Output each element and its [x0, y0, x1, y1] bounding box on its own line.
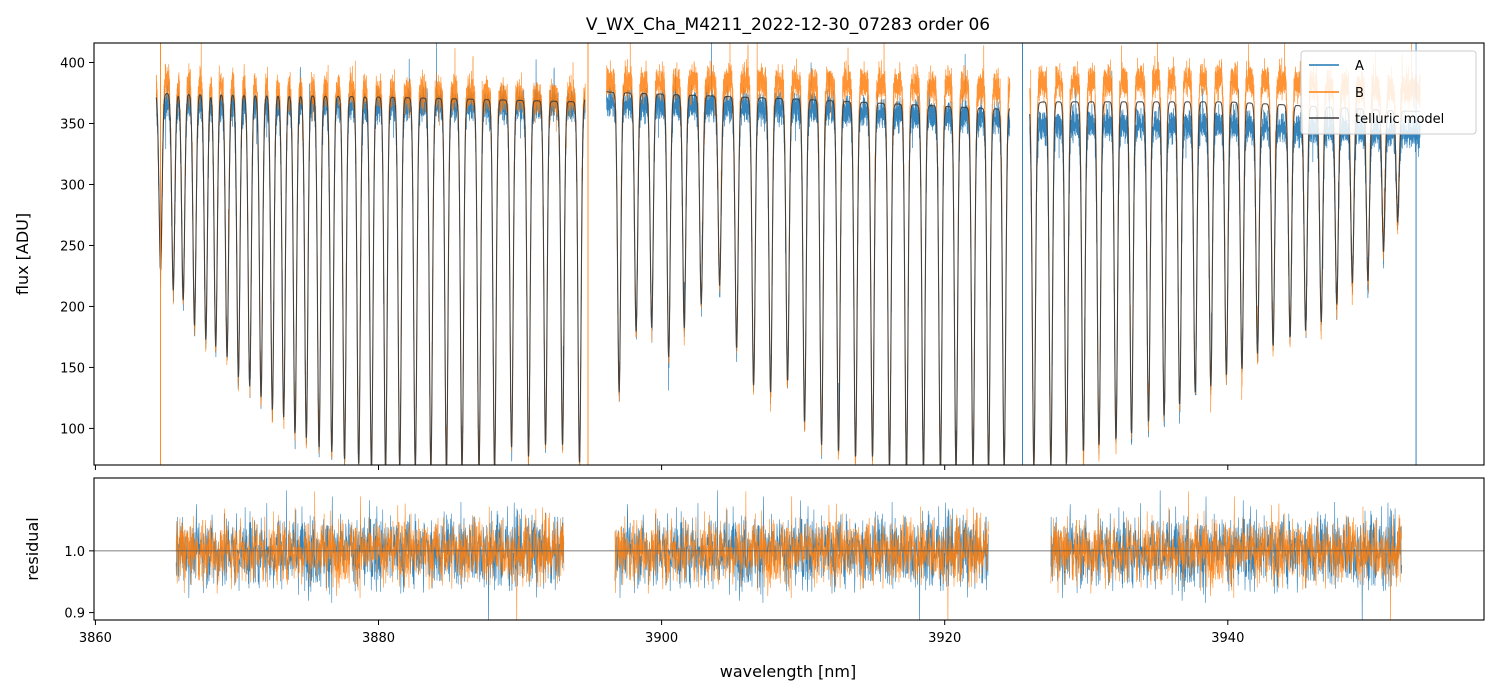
flux-y-tick-label: 150	[60, 361, 85, 376]
residual-y-axis-label: residual	[23, 517, 42, 580]
x-axis-label: wavelength [nm]	[720, 662, 857, 681]
x-tick-label: 3920	[928, 631, 961, 646]
residual-axes-frame	[93, 477, 1485, 621]
flux-panel: 100 150 200 250 300 350 400 flux [ADU] A B tel…	[13, 42, 1485, 470]
flux-y-ticks: 100 150 200 250 300 350 400	[60, 57, 94, 437]
x-tick-label: 3940	[1211, 631, 1244, 646]
x-tick-label: 3860	[79, 631, 112, 646]
legend-box	[1300, 50, 1477, 135]
x-tick-label: 3880	[362, 631, 395, 646]
flux-y-axis-label: flux [ADU]	[13, 213, 32, 295]
residual-y-tick-label: 0.9	[64, 607, 85, 622]
flux-y-tick-label: 250	[60, 239, 85, 254]
flux-y-tick-label: 100	[60, 422, 85, 437]
legend: A B telluric model	[1300, 50, 1477, 135]
legend-label-a: A	[1355, 59, 1364, 74]
residual-y-tick-label: 1.0	[64, 545, 85, 560]
legend-label-b: B	[1355, 86, 1364, 101]
residual-panel: 0.9 1.0 3860 3880 3900 3920 3940 residual wav…	[23, 477, 1485, 681]
flux-y-tick-label: 200	[60, 300, 85, 315]
flux-x-ticks	[94, 465, 1229, 470]
residual-series-group	[94, 490, 1484, 620]
flux-axes-frame	[93, 42, 1485, 466]
telluric-model-line	[155, 91, 1421, 465]
flux-y-tick-label: 400	[60, 57, 85, 72]
residual-x-ticks: 3860 3880 3900 3920 3940	[79, 620, 1244, 646]
legend-label-telluric: telluric model	[1355, 112, 1444, 127]
flux-y-tick-label: 350	[60, 117, 85, 132]
x-tick-label: 3900	[645, 631, 678, 646]
chart-title: V_WX_Cha_M4211_2022-12-30_07283 order 06	[586, 15, 990, 35]
residual-y-ticks: 0.9 1.0	[64, 545, 94, 622]
flux-series-group	[155, 43, 1421, 465]
flux-y-tick-label: 300	[60, 178, 85, 193]
